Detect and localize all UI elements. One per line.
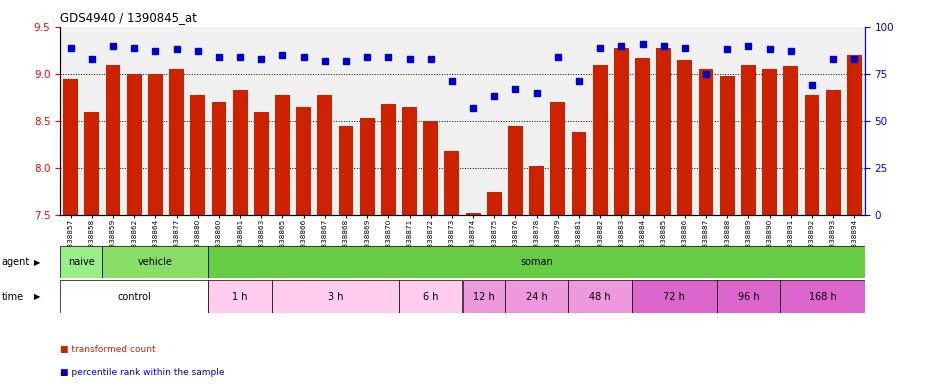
Bar <box>169 69 184 215</box>
Bar <box>208 246 865 278</box>
Bar <box>508 126 523 215</box>
Bar <box>424 121 438 215</box>
Bar <box>847 55 862 215</box>
Bar <box>381 104 396 215</box>
Bar <box>212 102 227 215</box>
Bar <box>60 280 208 313</box>
Bar <box>656 48 672 215</box>
Bar <box>360 118 375 215</box>
Bar <box>445 151 460 215</box>
Text: 96 h: 96 h <box>737 291 759 302</box>
Text: 6 h: 6 h <box>423 291 438 302</box>
Text: time: time <box>2 291 24 302</box>
Bar <box>741 65 756 215</box>
Text: naive: naive <box>68 257 94 267</box>
Bar <box>465 213 480 215</box>
Text: ■ percentile rank within the sample: ■ percentile rank within the sample <box>60 368 225 377</box>
Bar <box>762 69 777 215</box>
Bar <box>402 107 417 215</box>
Text: 24 h: 24 h <box>525 291 548 302</box>
Bar <box>233 90 248 215</box>
Text: control: control <box>117 291 151 302</box>
Bar <box>191 94 205 215</box>
Text: 12 h: 12 h <box>473 291 495 302</box>
Bar <box>103 246 208 278</box>
Bar <box>105 65 120 215</box>
Text: 3 h: 3 h <box>327 291 343 302</box>
Bar <box>677 60 692 215</box>
Text: 1 h: 1 h <box>232 291 248 302</box>
Bar <box>529 166 544 215</box>
Bar <box>399 280 462 313</box>
Bar <box>780 280 865 313</box>
Text: ▶: ▶ <box>34 292 41 301</box>
Bar <box>826 90 841 215</box>
Text: ■ transformed count: ■ transformed count <box>60 345 155 354</box>
Bar <box>148 74 163 215</box>
Bar <box>568 280 632 313</box>
Bar <box>84 112 99 215</box>
Bar <box>783 66 798 215</box>
Bar <box>275 94 290 215</box>
Bar <box>63 79 78 215</box>
Bar <box>127 74 142 215</box>
Bar <box>253 112 269 215</box>
Text: 168 h: 168 h <box>808 291 836 302</box>
Bar <box>632 280 717 313</box>
Text: GDS4940 / 1390845_at: GDS4940 / 1390845_at <box>60 12 197 25</box>
Bar <box>805 94 820 215</box>
Text: 72 h: 72 h <box>663 291 685 302</box>
Bar <box>60 246 103 278</box>
Bar <box>614 48 629 215</box>
Bar <box>505 280 568 313</box>
Bar <box>296 107 311 215</box>
Text: 48 h: 48 h <box>589 291 611 302</box>
Bar <box>462 280 505 313</box>
Bar <box>635 58 650 215</box>
Bar <box>317 94 332 215</box>
Bar <box>550 102 565 215</box>
Bar <box>487 192 501 215</box>
Bar <box>339 126 353 215</box>
Bar <box>572 132 586 215</box>
Bar <box>208 280 272 313</box>
Text: agent: agent <box>2 257 31 267</box>
Text: soman: soman <box>520 257 553 267</box>
Bar <box>272 280 399 313</box>
Bar <box>698 69 713 215</box>
Bar <box>593 65 608 215</box>
Bar <box>717 280 780 313</box>
Bar <box>720 76 734 215</box>
Text: vehicle: vehicle <box>138 257 173 267</box>
Text: ▶: ▶ <box>34 258 41 266</box>
